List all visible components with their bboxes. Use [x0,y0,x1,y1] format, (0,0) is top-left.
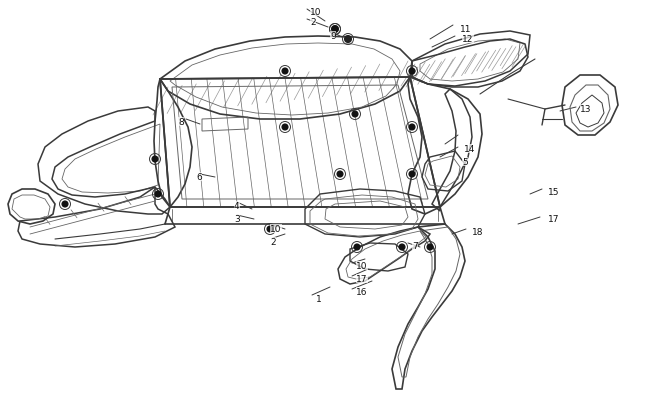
Text: 15: 15 [548,188,560,196]
Text: 18: 18 [472,228,484,237]
Circle shape [62,202,68,207]
Text: 6: 6 [196,173,202,181]
Text: 16: 16 [356,287,367,296]
Text: 12: 12 [462,35,473,44]
Text: 17: 17 [356,274,367,283]
Text: 10: 10 [310,8,322,17]
Circle shape [344,36,352,43]
Circle shape [152,157,158,162]
Text: 10: 10 [270,224,281,233]
Circle shape [332,26,339,34]
Text: 5: 5 [462,158,468,166]
Circle shape [282,69,288,75]
Circle shape [427,244,433,250]
Text: 1: 1 [316,294,322,303]
Text: 3: 3 [234,215,240,224]
Text: 8: 8 [178,118,184,127]
Text: 9: 9 [330,32,336,41]
Circle shape [155,192,161,198]
Circle shape [354,244,360,250]
Text: 11: 11 [460,25,471,34]
Text: 10: 10 [356,261,367,270]
Text: 14: 14 [464,145,475,153]
Circle shape [332,27,338,33]
Text: 7: 7 [412,241,418,250]
Text: 13: 13 [580,105,592,114]
Circle shape [267,226,273,232]
Circle shape [352,112,358,118]
Circle shape [399,244,405,250]
Text: 2: 2 [310,18,316,27]
Circle shape [409,125,415,131]
Circle shape [409,69,415,75]
Circle shape [337,172,343,177]
Text: 2: 2 [270,237,276,246]
Circle shape [282,125,288,131]
Text: 4: 4 [234,202,240,211]
Text: 17: 17 [548,215,560,224]
Circle shape [409,172,415,177]
